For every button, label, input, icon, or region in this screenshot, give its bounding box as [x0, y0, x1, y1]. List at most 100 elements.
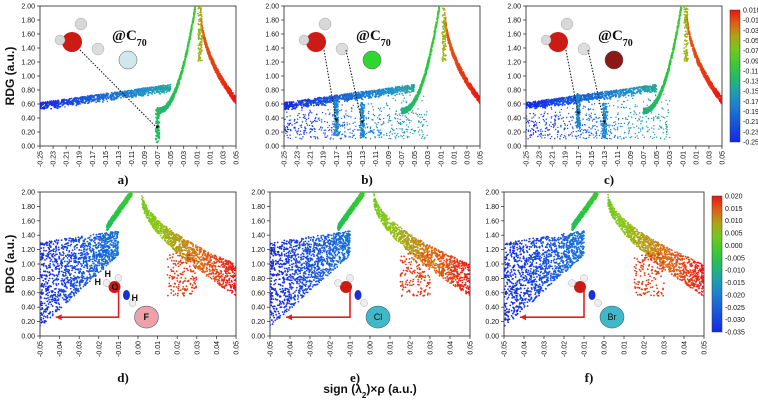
data-point [401, 136, 403, 138]
x-tick-label: -0.09 [386, 151, 393, 167]
x-tick-label: 0.03 [220, 151, 227, 165]
data-point [337, 126, 339, 129]
data-point [377, 107, 380, 110]
data-point [154, 88, 157, 91]
data-point [389, 130, 392, 132]
data-point [168, 90, 171, 92]
data-point [95, 101, 98, 104]
data-point [356, 106, 359, 108]
data-point [421, 100, 423, 102]
data-point [289, 115, 291, 117]
data-point [365, 118, 368, 120]
data-point [193, 10, 196, 13]
data-point [67, 100, 70, 103]
data-point [101, 94, 104, 96]
data-point [315, 116, 317, 119]
data-point [285, 106, 288, 109]
data-point [343, 115, 346, 117]
x-tick-label: -0.15 [347, 151, 354, 167]
data-point [427, 59, 430, 62]
data-point [184, 52, 187, 55]
data-point [438, 4, 440, 6]
data-point [297, 128, 300, 130]
data-point [46, 101, 49, 104]
data-point [135, 91, 137, 94]
data-point [325, 96, 328, 99]
data-point [189, 32, 192, 35]
data-point [294, 126, 296, 128]
data-point [199, 7, 202, 10]
data-point [402, 108, 405, 110]
data-point [369, 126, 372, 128]
data-point [114, 92, 117, 95]
data-point [421, 131, 423, 133]
data-point [409, 106, 412, 109]
data-point [288, 124, 291, 126]
data-point [360, 107, 362, 110]
data-point [407, 118, 409, 120]
data-point [157, 128, 160, 131]
data-point [413, 131, 416, 133]
data-point [144, 87, 147, 90]
data-point [418, 120, 420, 123]
data-point [350, 116, 352, 118]
data-point [352, 104, 354, 107]
data-point [394, 132, 396, 134]
data-point [326, 135, 329, 137]
y-tick-label: 0.20 [265, 130, 279, 137]
data-point [164, 87, 166, 89]
data-point [156, 109, 159, 112]
data-point [350, 95, 353, 98]
data-point [121, 90, 124, 93]
data-point [424, 136, 426, 139]
data-point [334, 94, 336, 97]
data-point [408, 87, 410, 90]
data-point [163, 89, 166, 92]
data-point [399, 90, 402, 93]
data-point [197, 47, 200, 50]
data-point [329, 129, 331, 131]
data-point [401, 128, 403, 130]
data-point [110, 94, 113, 97]
data-point [52, 101, 55, 104]
data-point [401, 129, 403, 131]
data-point [175, 84, 178, 87]
data-point [320, 97, 323, 100]
data-point [359, 136, 362, 139]
data-point [298, 100, 301, 103]
data-point [344, 134, 346, 137]
data-point [395, 110, 397, 112]
data-point [301, 109, 303, 111]
data-point [438, 6, 440, 8]
data-point [348, 136, 350, 138]
data-point [436, 12, 439, 15]
data-point [311, 121, 313, 123]
data-point [402, 115, 404, 117]
data-point [337, 103, 339, 105]
x-tick-label: -0.19 [77, 151, 84, 167]
data-point [290, 119, 292, 121]
data-point [395, 134, 398, 137]
data-point [132, 91, 135, 94]
data-point [307, 117, 310, 120]
data-point [122, 95, 125, 98]
data-point [190, 29, 193, 31]
x-tick-label: 0.05 [478, 151, 485, 165]
data-point [339, 125, 341, 128]
data-point [158, 112, 161, 115]
data-point [199, 40, 202, 43]
data-point [361, 114, 364, 117]
data-point [357, 93, 360, 95]
data-point [299, 116, 301, 119]
data-point [360, 126, 362, 129]
data-point [407, 126, 410, 128]
data-point [367, 97, 370, 100]
data-point [320, 121, 323, 123]
data-point [381, 123, 384, 125]
data-point [158, 122, 160, 124]
data-point [87, 99, 90, 102]
data-point [376, 93, 379, 96]
data-point [327, 98, 330, 100]
data-point [343, 124, 346, 127]
data-point [328, 113, 330, 116]
